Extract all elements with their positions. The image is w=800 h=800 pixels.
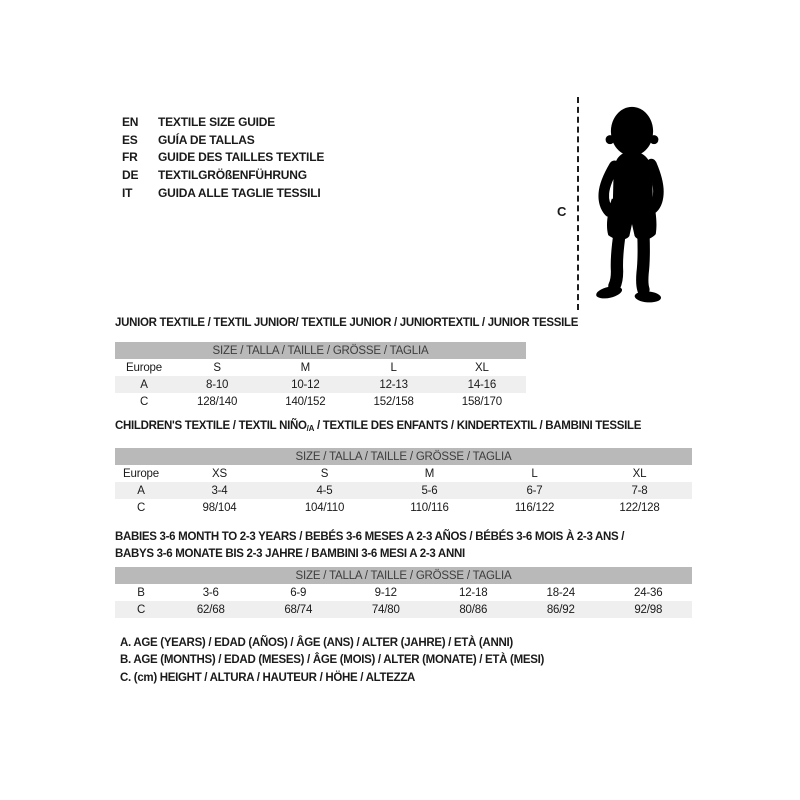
- language-code: EN: [122, 115, 139, 129]
- language-code: ES: [122, 132, 138, 147]
- junior-table: SIZE / TALLA / TAILLE / GRÖSSE / TAGLIA …: [115, 342, 526, 410]
- table-row-c: C 128/140 140/152 152/158 158/170: [115, 393, 526, 410]
- size-cell: 62/68: [167, 601, 255, 618]
- size-cell: 98/104: [202, 501, 237, 514]
- size-cell: 68/74: [254, 601, 342, 618]
- legend-line-c: C. (cm) HEIGHT / ALTURA / HAUTEUR / HÖHE…: [120, 671, 416, 684]
- title-line-1: BABIES 3-6 MONTH TO 2-3 YEARS / BEBÉS 3-…: [115, 531, 625, 543]
- size-cell: L: [531, 467, 538, 480]
- children-size-table: CHILDREN'S TEXTILE / TEXTIL NIÑO/A / TEX…: [115, 420, 692, 516]
- title-line-2: BABYS 3-6 MONATE BIS 2-3 JAHRE / BAMBINI…: [115, 548, 465, 560]
- size-cell: M: [424, 467, 435, 480]
- toddler-silhouette-icon: [596, 106, 664, 303]
- size-cell: 3-6: [202, 586, 219, 599]
- size-cell: 12-18: [459, 586, 488, 599]
- language-list: EN TEXTILE SIZE GUIDE ES GUÍA DE TALLAS FR…: [122, 114, 324, 203]
- size-cell: 140/152: [285, 395, 326, 408]
- row-label: C: [139, 395, 149, 408]
- row-label: Europe: [123, 467, 159, 480]
- size-cell: M: [300, 361, 311, 374]
- size-cell: 104/110: [304, 501, 345, 514]
- language-row: DE TEXTILGRÖßENFÜHRUNG: [122, 167, 324, 185]
- size-cell: 9-12: [374, 586, 397, 599]
- legend-line-b: B. AGE (MONTHS) / EDAD (MESES) / ÂGE (MO…: [120, 654, 545, 667]
- language-row: ES GUÍA DE TALLAS: [122, 132, 324, 150]
- title-subscript: /A: [306, 424, 315, 433]
- size-cell: XL: [632, 467, 647, 480]
- size-cell: 92/98: [604, 601, 692, 618]
- size-header-bar: SIZE / TALLA / TAILLE / GRÖSSE / TAGLIA: [115, 448, 692, 465]
- size-cell: S: [320, 467, 329, 480]
- size-header-bar: SIZE / TALLA / TAILLE / GRÖSSE / TAGLIA: [115, 342, 526, 359]
- size-cell: 128/140: [197, 395, 238, 408]
- babies-size-table: BABIES 3-6 MONTH TO 2-3 YEARS / BEBÉS 3-…: [115, 529, 692, 618]
- language-row: IT GUIDA ALLE TAGLIE TESSILI: [122, 185, 324, 203]
- language-label: TEXTILE SIZE GUIDE: [158, 115, 276, 129]
- size-header-row: SIZE / TALLA / TAILLE / GRÖSSE / TAGLIA: [115, 567, 692, 584]
- size-cell: 110/116: [410, 501, 449, 514]
- measurement-legend: A. AGE (YEARS) / EDAD (AÑOS) / ÂGE (ANS)…: [120, 635, 544, 687]
- row-label: B: [137, 586, 145, 599]
- row-label: C: [136, 501, 146, 514]
- table-row-europe: Europe XS S M L XL: [115, 465, 692, 482]
- size-cell: 24-36: [634, 586, 663, 599]
- language-label: GUIDA ALLE TAGLIE TESSILI: [158, 185, 321, 200]
- size-cell: XS: [212, 467, 227, 480]
- language-label: GUÍA DE TALLAS: [158, 132, 255, 147]
- language-code: DE: [122, 168, 139, 183]
- size-cell: 116/122: [514, 501, 555, 514]
- language-label: GUIDE DES TAILLES TEXTILE: [158, 150, 325, 165]
- language-row: EN TEXTILE SIZE GUIDE: [122, 114, 324, 132]
- table-row-a: A 8-10 10-12 12-13 14-16: [115, 376, 526, 393]
- language-code: FR: [122, 150, 138, 165]
- children-table: SIZE / TALLA / TAILLE / GRÖSSE / TAGLIA …: [115, 448, 692, 516]
- table-row-a: A 3-4 4-5 5-6 6-7 7-8: [115, 482, 692, 499]
- size-cell: 18-24: [546, 586, 576, 599]
- row-label: C: [115, 601, 167, 618]
- size-cell: 7-8: [587, 482, 692, 499]
- size-header-row: SIZE / TALLA / TAILLE / GRÖSSE / TAGLIA: [115, 342, 526, 359]
- language-code: IT: [122, 185, 133, 200]
- language-row: FR GUIDE DES TAILLES TEXTILE: [122, 149, 324, 167]
- size-cell: 6-9: [290, 586, 307, 599]
- size-cell: 3-4: [167, 482, 272, 499]
- size-cell: 122/128: [619, 501, 660, 514]
- table-row-b: B 3-6 6-9 9-12 12-18 18-24 24-36: [115, 584, 692, 601]
- babies-table: SIZE / TALLA / TAILLE / GRÖSSE / TAGLIA …: [115, 567, 692, 618]
- height-measure-dashed-line: [577, 97, 579, 310]
- size-cell: 158/170: [461, 395, 502, 408]
- size-cell: 12-13: [349, 376, 438, 393]
- size-cell: 4-5: [272, 482, 377, 499]
- size-cell: 5-6: [377, 482, 482, 499]
- junior-size-table: JUNIOR TEXTILE / TEXTIL JUNIOR/ TEXTILE …: [115, 317, 579, 410]
- legend-line-a: A. AGE (YEARS) / EDAD (AÑOS) / ÂGE (ANS)…: [120, 637, 513, 649]
- table-row-c: C 62/68 68/74 74/80 80/86 86/92 92/98: [115, 601, 692, 618]
- size-cell: 14-16: [437, 376, 526, 393]
- size-cell: 74/80: [342, 601, 430, 618]
- babies-table-title: BABIES 3-6 MONTH TO 2-3 YEARS / BEBÉS 3-…: [115, 529, 692, 563]
- table-row-c: C 98/104 104/110 110/116 116/122 122/128: [115, 499, 692, 516]
- size-cell: S: [213, 361, 221, 374]
- height-measure-label: C: [557, 204, 567, 219]
- size-cell: 6-7: [482, 482, 587, 499]
- size-cell: 80/86: [429, 601, 517, 618]
- size-cell: L: [390, 361, 397, 374]
- size-cell: 8-10: [173, 376, 262, 393]
- junior-table-title: JUNIOR TEXTILE / TEXTIL JUNIOR/ TEXTILE …: [115, 317, 579, 329]
- title-text: / TEXTILE DES ENFANTS / KINDERTEXTIL / B…: [314, 420, 642, 432]
- row-label: A: [115, 482, 167, 499]
- size-header-bar: SIZE / TALLA / TAILLE / GRÖSSE / TAGLIA: [115, 567, 692, 584]
- size-header-row: SIZE / TALLA / TAILLE / GRÖSSE / TAGLIA: [115, 448, 692, 465]
- row-label: Europe: [126, 361, 162, 374]
- size-cell: XL: [475, 361, 489, 374]
- row-label: A: [115, 376, 173, 393]
- children-table-title: CHILDREN'S TEXTILE / TEXTIL NIÑO/A / TEX…: [115, 420, 692, 435]
- table-row-europe: Europe S M L XL: [115, 359, 526, 376]
- size-cell: 10-12: [261, 376, 350, 393]
- size-cell: 86/92: [517, 601, 605, 618]
- size-cell: 152/158: [373, 395, 414, 408]
- language-label: TEXTILGRÖßENFÜHRUNG: [158, 168, 307, 183]
- title-text: CHILDREN'S TEXTILE / TEXTIL NIÑO: [115, 420, 307, 432]
